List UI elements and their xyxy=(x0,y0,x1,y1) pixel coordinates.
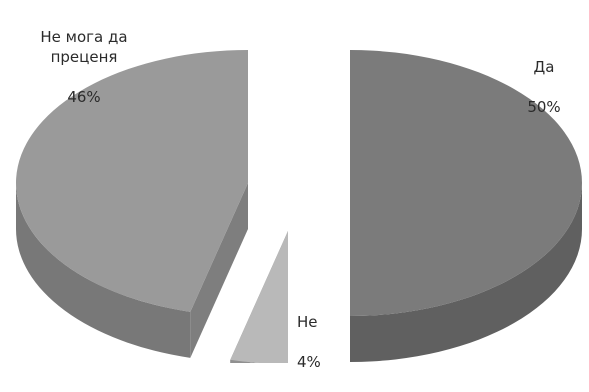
slice-label-yes-value: 50% xyxy=(527,98,561,116)
slice-no xyxy=(230,231,288,363)
slice-label-no: Не 4% xyxy=(297,292,333,392)
slice-no-rim xyxy=(230,359,261,363)
slice-cant-judge xyxy=(15,50,248,358)
slice-label-yes-name: Да xyxy=(533,58,555,76)
slice-label-cant-judge-value: 46% xyxy=(67,88,101,106)
slice-label-cant-judge: Не мога да преценя 46% xyxy=(14,7,154,127)
slice-cant-judge-top xyxy=(15,50,248,312)
slice-yes-rim xyxy=(350,183,582,362)
slice-cant-judge-rim xyxy=(15,183,191,358)
slice-label-no-name: Не xyxy=(297,313,318,331)
slice-cant-judge-cut-face xyxy=(190,183,248,358)
slice-label-yes: Да 50% xyxy=(506,37,582,137)
slice-label-no-value: 4% xyxy=(297,353,321,371)
slice-label-cant-judge-name: Не мога да преценя xyxy=(40,28,128,66)
pie-chart: Да 50% Не 4% Не мога да преценя 46% xyxy=(14,7,582,371)
slice-no-top xyxy=(230,231,288,363)
slice-yes-top xyxy=(350,50,582,316)
pie-chart-svg xyxy=(15,50,582,363)
slice-yes xyxy=(350,50,582,362)
